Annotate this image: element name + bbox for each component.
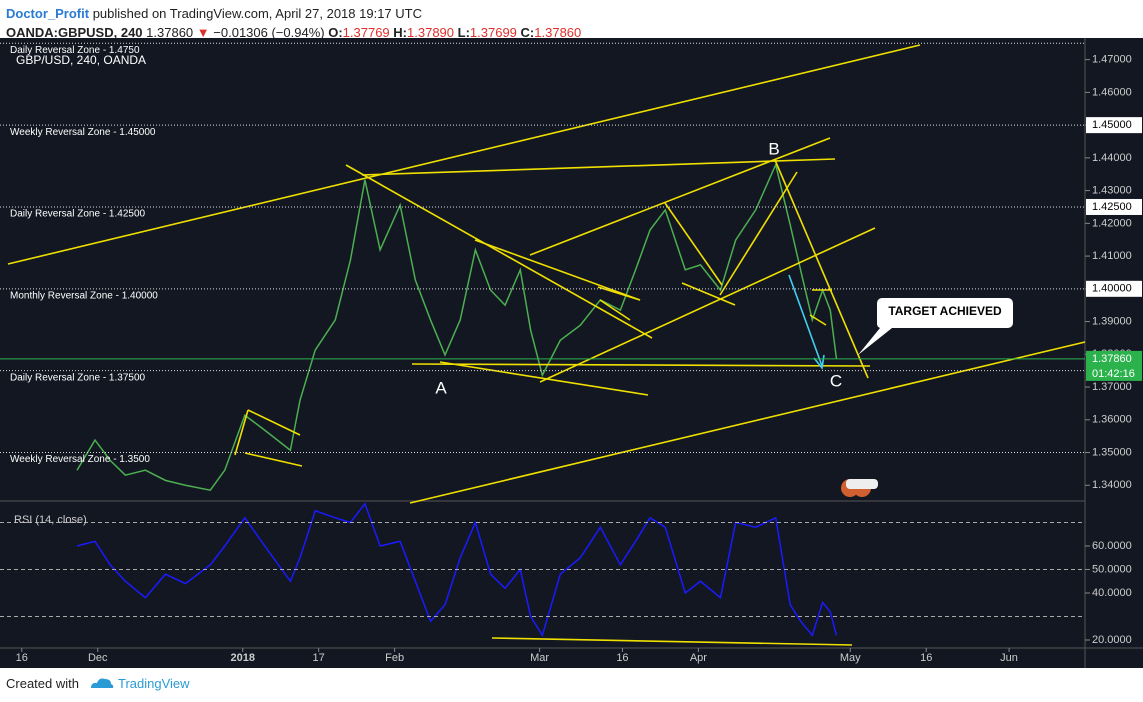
c-label: C: [520,25,535,40]
trendline [664,202,723,286]
trendline [345,164,653,339]
y-tick-label: 20.0000 [1092,634,1132,646]
trendline [491,637,853,646]
zone-price: 1.40000 [1092,283,1132,295]
trendline [597,286,641,301]
x-tick-label: 2018 [230,652,254,664]
y-tick-label: 1.37000 [1092,381,1132,393]
trendline [681,282,736,306]
created: Created with [6,676,79,691]
trendline [439,361,649,396]
trendline [539,227,876,383]
label-b: B [768,139,779,158]
y-tick-label: 1.41000 [1092,250,1132,262]
logo [90,678,113,688]
label-c: C [830,371,842,390]
chart: A B C TARGET ACHIEVED 1.34000 1.35000 1.36… [0,38,1143,668]
trendline [244,452,303,467]
zone-label: Daily Reversal Zone - 1.42500 [10,209,146,220]
zone-label: Monthly Reversal Zone - 1.40000 [10,290,158,301]
y-tick-label: 1.35000 [1092,446,1132,458]
trendlines [7,44,1086,646]
zone-label: Weekly Reversal Zone - 1.3500 [10,454,150,465]
symbol: OANDA:GBPUSD, 240 [6,25,143,40]
y-tick-label: 1.39000 [1092,315,1132,327]
brand[interactable]: TradingView [118,676,190,691]
y-tick-label: 40.0000 [1092,587,1132,599]
background [0,38,1143,668]
author[interactable]: Doctor_Profit [6,6,90,21]
trendline [719,171,798,296]
zone-label: Daily Reversal Zone - 1.4750 [10,45,140,56]
y-tick-label: 1.47000 [1092,54,1132,66]
trendline [474,239,641,301]
zone-label: Weekly Reversal Zone - 1.45000 [10,127,156,138]
zone-price-box [1086,117,1142,134]
x-tick-label: 17 [313,652,325,664]
zone-price-box [1086,198,1142,215]
x-tick-label: Jun [1000,652,1018,664]
footer: Created with TradingView [6,676,190,691]
legend: GBP/USD, 240, OANDA [16,53,146,67]
series-line [76,502,838,638]
y-tick-label: 1.34000 [1092,479,1132,491]
trendline [7,44,921,265]
o: 1.37769 [342,25,390,40]
y-tick-label: 50.0000 [1092,563,1132,575]
published: published on TradingView.com, April 27, … [92,6,422,21]
y-tick-label: 1.44000 [1092,152,1132,164]
trendline [247,409,301,436]
event-icon [841,479,878,497]
callout-text: TARGET ACHIEVED [888,304,1002,318]
x-tick-label: Feb [385,652,404,664]
trendline [361,158,836,176]
series-line [76,162,838,492]
last-price-box [1086,350,1142,381]
x-tick-label: Dec [88,652,108,664]
trendline [774,159,869,379]
last-price: 1.37860 [1092,353,1132,365]
y-tick-label: 1.36000 [1092,414,1132,426]
trendline [529,137,831,256]
trendline [599,299,631,321]
h: 1.37890 [407,25,455,40]
zone-price-box [1086,280,1142,297]
x-tick-label: 16 [16,652,28,664]
trendline [409,341,1086,504]
trendline [411,363,871,367]
x-tick-label: Apr [690,652,707,664]
y-tick-label: 1.42000 [1092,217,1132,229]
legend: RSI (14, close) [14,514,87,526]
last: 1.37860 [146,25,194,40]
h-label: H: [393,25,408,40]
change: −0.01306 (−0.94%) [213,25,325,40]
trendline [809,314,827,326]
y-tick-label: 1.43000 [1092,185,1132,197]
down-arrow: ▼ [196,25,210,40]
l-label: L: [457,25,470,40]
x-tick-label: 16 [616,652,628,664]
zone-label: Daily Reversal Zone - 1.37500 [10,372,146,383]
x-tick-label: May [840,652,861,664]
x-tick-label: 16 [920,652,932,664]
y-tick-label: 60.0000 [1092,540,1132,552]
countdown: 01:42:16 [1092,368,1135,380]
quote-line: OANDA:GBPUSD, 240 1.37860 ▼ −0.01306 (−0… [6,22,581,44]
x-tick-label: Mar [530,652,549,664]
publish-line: Doctor_Profit published on TradingView.c… [6,3,581,25]
header: Doctor_Profit published on TradingView.c… [6,3,581,44]
o-label: O: [328,25,343,40]
zone-price: 1.42500 [1092,201,1132,213]
arrow [788,274,823,367]
c: 1.37860 [534,25,582,40]
l: 1.37699 [469,25,517,40]
callout [858,298,1013,355]
zone-price: 1.45000 [1092,119,1132,131]
trendline [234,409,249,456]
y-tick-label: 1.46000 [1092,86,1132,98]
label-a: A [435,378,447,397]
